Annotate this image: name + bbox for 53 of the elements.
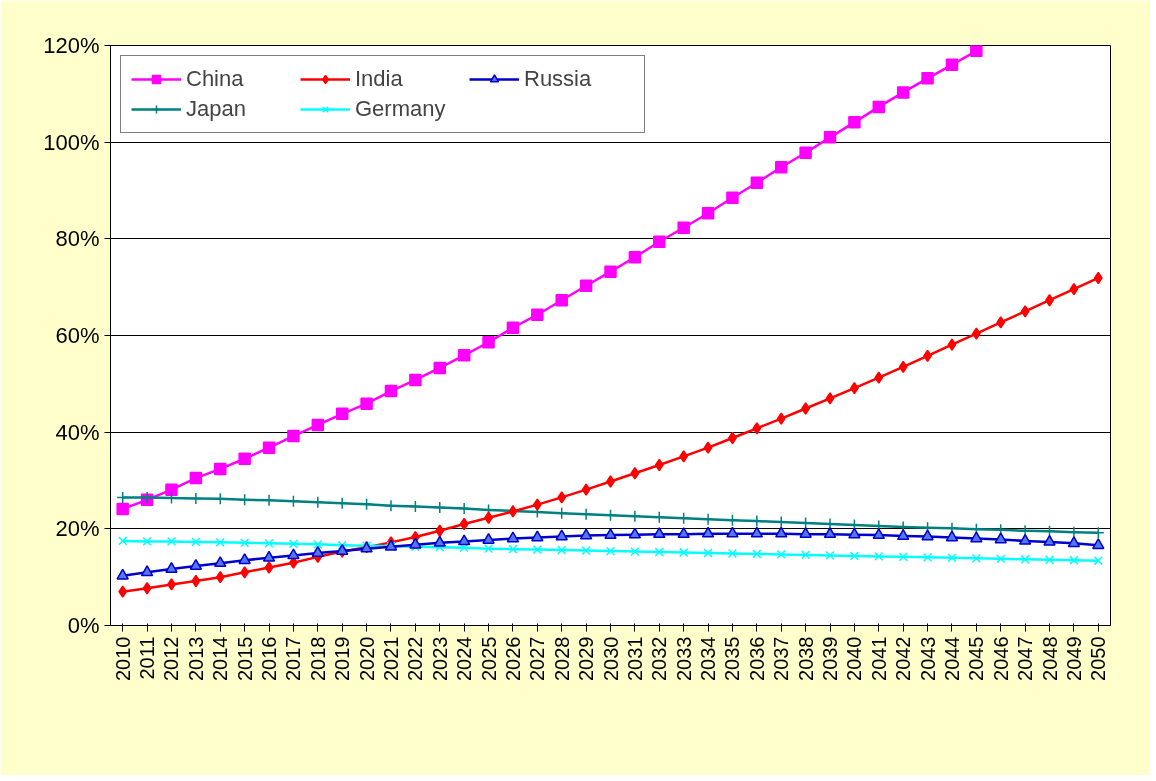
x-tick-label: 2025 bbox=[477, 636, 500, 681]
x-tick-label: 2020 bbox=[355, 636, 378, 681]
y-tick-label: 20% bbox=[55, 516, 100, 542]
x-tick-label: 2013 bbox=[184, 636, 207, 681]
y-tick-label: 0% bbox=[67, 613, 100, 638]
x-tick-label: 2017 bbox=[282, 636, 305, 681]
x-tick-label: 2048 bbox=[1038, 636, 1061, 681]
y-tick-label: 80% bbox=[55, 226, 100, 252]
x-tick-label: 2021 bbox=[379, 636, 402, 681]
x-tick-label: 2041 bbox=[867, 636, 890, 681]
legend-label: China bbox=[186, 66, 245, 92]
x-tick-label: 2014 bbox=[209, 636, 232, 681]
x-tick-label: 2034 bbox=[697, 636, 720, 681]
x-tick-label: 2029 bbox=[575, 636, 598, 681]
x-tick-label: 2026 bbox=[501, 636, 524, 681]
y-tick-label: 100% bbox=[43, 129, 100, 155]
legend-label: India bbox=[355, 66, 404, 92]
x-tick-label: 2016 bbox=[258, 636, 281, 681]
x-tick-label: 2030 bbox=[599, 636, 622, 681]
x-tick-label: 2035 bbox=[721, 636, 744, 681]
x-tick-label: 2038 bbox=[794, 636, 817, 681]
x-tick-label: 2044 bbox=[940, 636, 963, 681]
x-tick-label: 2027 bbox=[526, 636, 549, 681]
x-tick-label: 2042 bbox=[892, 636, 915, 681]
x-tick-label: 2032 bbox=[648, 636, 671, 681]
x-tick-label: 2019 bbox=[331, 636, 354, 681]
x-tick-label: 2031 bbox=[623, 636, 646, 681]
x-tick-label: 2039 bbox=[819, 636, 842, 681]
x-tick-label: 2049 bbox=[1062, 636, 1085, 681]
x-tick-label: 2046 bbox=[989, 636, 1012, 681]
x-tick-label: 2012 bbox=[160, 636, 183, 681]
y-tick-label: 120% bbox=[43, 33, 100, 58]
x-tick-label: 2022 bbox=[404, 636, 427, 681]
x-tick-label: 2011 bbox=[136, 636, 159, 680]
y-tick-label: 40% bbox=[55, 419, 100, 445]
x-tick-label: 2045 bbox=[965, 636, 988, 681]
x-tick-label: 2037 bbox=[770, 636, 793, 681]
x-tick-label: 2028 bbox=[550, 636, 573, 681]
x-tick-label: 2040 bbox=[843, 636, 866, 681]
legend-label: Germany bbox=[355, 96, 447, 122]
y-tick-label: 60% bbox=[55, 323, 100, 348]
x-tick-label: 2050 bbox=[1087, 636, 1110, 681]
x-tick-label: 2024 bbox=[453, 636, 476, 681]
x-tick-label: 2047 bbox=[1014, 636, 1037, 681]
legend-label: Japan bbox=[186, 96, 247, 122]
x-tick-label: 2015 bbox=[233, 636, 256, 681]
x-tick-label: 2018 bbox=[306, 636, 329, 681]
x-tick-label: 2023 bbox=[428, 636, 451, 681]
x-tick-label: 2043 bbox=[916, 636, 939, 681]
legend-label: Russia bbox=[524, 66, 593, 92]
x-tick-label: 2010 bbox=[111, 636, 134, 681]
x-tick-label: 2033 bbox=[672, 636, 695, 681]
x-tick-label: 2036 bbox=[745, 636, 768, 681]
